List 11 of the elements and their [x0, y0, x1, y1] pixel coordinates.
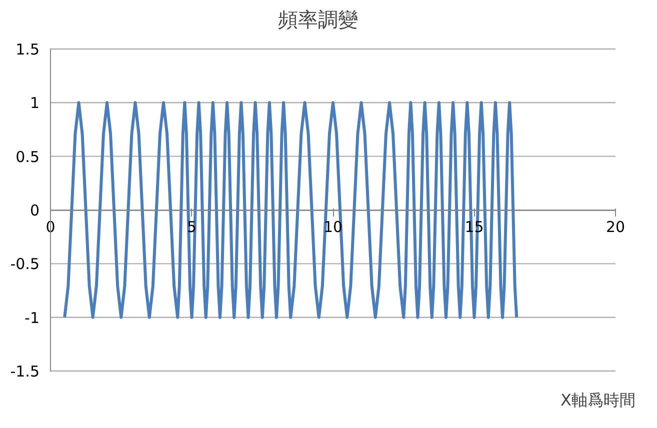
y-tick-label: -1 [24, 308, 40, 327]
chart-title: 頻率調變 [278, 8, 358, 32]
y-tick-label: -0.5 [10, 255, 40, 274]
x-axis-title: X軸爲時間 [560, 390, 636, 410]
y-tick-label: 1.5 [16, 40, 40, 58]
y-tick-label: -1.5 [10, 362, 40, 381]
y-tick-label: 0.5 [16, 148, 40, 166]
y-tick-label: 0 [30, 202, 40, 220]
x-tick-label: 20 [606, 218, 626, 236]
y-tick-label: 1 [30, 94, 40, 112]
line-series [63, 101, 518, 319]
